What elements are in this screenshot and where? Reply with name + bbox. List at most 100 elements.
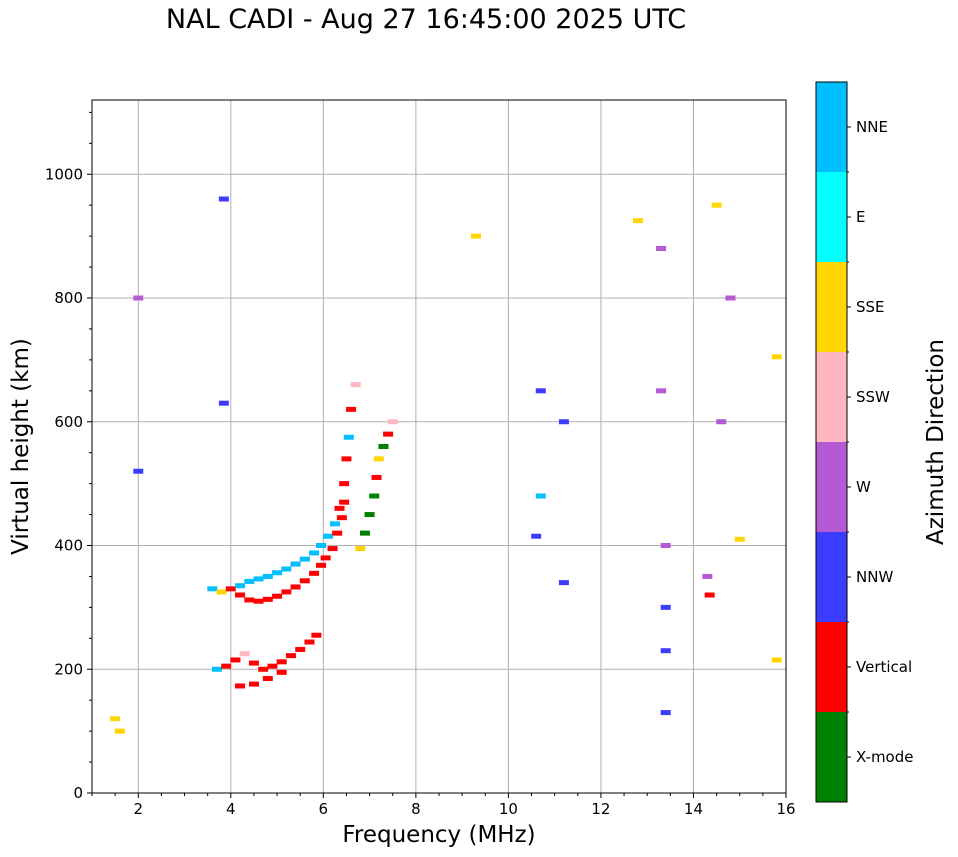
echo-marks xyxy=(110,196,782,734)
colorbar-tick-label: Vertical xyxy=(856,658,912,676)
echo-point xyxy=(656,246,667,251)
echo-point xyxy=(339,499,350,505)
echo-point xyxy=(316,562,327,568)
y-axis: 0 200 400 600 800 1000 xyxy=(45,111,92,802)
echo-point xyxy=(316,543,327,548)
echo-point xyxy=(309,570,320,576)
echo-point xyxy=(771,354,782,360)
echo-point xyxy=(343,434,354,440)
colorbar-label: Azimuth Direction xyxy=(923,339,949,545)
grid-lines xyxy=(92,100,787,794)
echo-point xyxy=(253,576,264,582)
echo-point xyxy=(383,431,394,437)
colorbar-tick-label: NNW xyxy=(856,568,893,586)
colorbar-tick-label: NNE xyxy=(856,118,888,136)
echo-point xyxy=(558,419,569,425)
x-tick-label: 6 xyxy=(319,800,329,818)
echo-point xyxy=(235,683,246,689)
y-axis-label: Virtual height (km) xyxy=(8,338,34,555)
echo-point xyxy=(239,651,250,657)
echo-point xyxy=(218,400,229,406)
echo-point xyxy=(364,512,375,518)
plot-frame xyxy=(91,99,787,794)
colorbar-segment xyxy=(816,622,847,712)
echo-point xyxy=(299,556,310,562)
colorbar-tick-label: X-mode xyxy=(856,748,913,766)
echo-point xyxy=(276,669,287,675)
echo-point xyxy=(322,533,333,539)
echo-point xyxy=(369,493,380,499)
echo-point xyxy=(535,388,546,394)
echo-point xyxy=(262,676,273,682)
colorbar-frame xyxy=(815,81,848,803)
echo-point xyxy=(114,728,125,734)
echo-point xyxy=(341,456,352,462)
echo-point xyxy=(656,388,667,394)
echo-point xyxy=(304,639,315,645)
echo-point xyxy=(285,653,296,659)
colorbar-segment xyxy=(816,442,847,532)
echo-point xyxy=(248,681,259,687)
echo-point xyxy=(329,521,340,527)
echo-point xyxy=(373,456,384,462)
echo-point xyxy=(378,444,389,449)
echo-point xyxy=(535,493,546,499)
echo-point xyxy=(660,710,671,716)
x-axis: 2 4 6 8 10 12 14 16 xyxy=(91,793,796,818)
echo-point xyxy=(272,570,283,576)
echo-point xyxy=(660,604,671,610)
echo-point xyxy=(346,406,357,412)
echo-point xyxy=(225,586,236,592)
echo-point xyxy=(262,573,273,579)
echo-point xyxy=(216,589,227,595)
echo-point xyxy=(309,550,320,556)
x-tick-label: 16 xyxy=(776,800,795,818)
echo-point xyxy=(244,597,255,603)
colorbar-segment xyxy=(816,172,847,262)
echo-point xyxy=(334,505,345,511)
echo-point xyxy=(258,666,269,672)
echo-point xyxy=(471,233,482,239)
echo-point xyxy=(558,580,569,586)
echo-point xyxy=(248,660,259,666)
echo-point xyxy=(262,596,273,602)
echo-point xyxy=(332,530,343,536)
echo-point xyxy=(290,561,301,567)
y-tick-label: 600 xyxy=(54,413,83,431)
echo-point xyxy=(716,419,727,425)
colorbar-segment xyxy=(816,82,847,172)
echo-point xyxy=(320,555,331,561)
echo-point xyxy=(230,657,241,663)
echo-point xyxy=(359,530,370,536)
echo-point xyxy=(632,218,643,224)
echo-point xyxy=(211,666,222,672)
colorbar-segment xyxy=(816,712,847,802)
echo-point xyxy=(327,546,338,552)
echo-point xyxy=(355,546,366,552)
y-tick-label: 800 xyxy=(54,289,83,307)
echo-point xyxy=(272,593,283,599)
echo-point xyxy=(133,468,144,474)
echo-point xyxy=(235,583,246,589)
echo-point xyxy=(725,295,736,301)
echo-point xyxy=(281,589,292,595)
colorbar-segment xyxy=(816,262,847,352)
colorbar-segment xyxy=(816,352,847,442)
x-tick-label: 8 xyxy=(411,800,421,818)
colorbar-tick-label: E xyxy=(856,208,865,226)
colorbar-tick-label: SSE xyxy=(856,298,885,316)
echo-point xyxy=(311,632,322,638)
colorbar-segment xyxy=(816,532,847,622)
x-tick-label: 14 xyxy=(684,800,703,818)
echo-point xyxy=(218,196,229,202)
echo-point xyxy=(336,515,347,521)
y-tick-label: 400 xyxy=(54,537,83,555)
x-tick-label: 4 xyxy=(226,800,236,818)
echo-point xyxy=(207,586,218,592)
echo-point xyxy=(387,419,398,425)
echo-point xyxy=(299,578,310,584)
echo-point xyxy=(244,578,255,584)
echo-point xyxy=(267,663,278,669)
echo-point xyxy=(339,481,350,487)
